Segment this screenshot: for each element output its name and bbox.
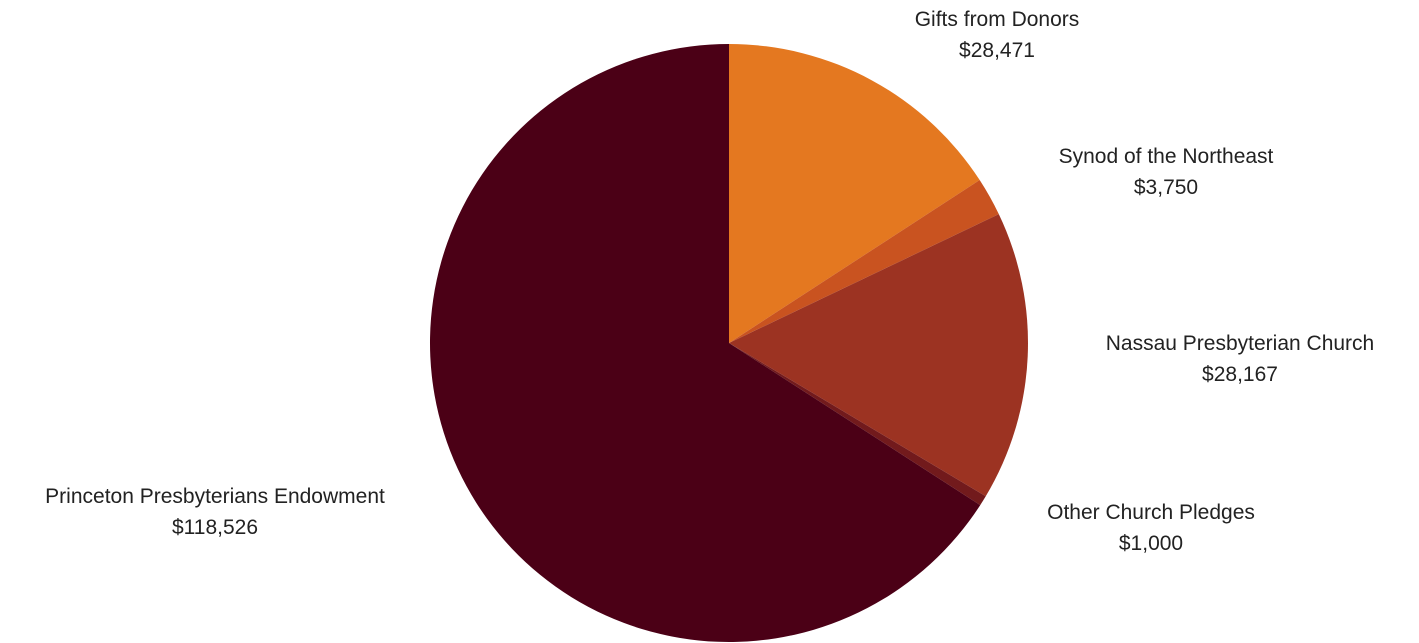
slice-name: Gifts from Donors [914, 8, 1080, 31]
slice-name: Other Church Pledges [1047, 501, 1255, 524]
label-nassau-presbyterian-church: Nassau Presbyterian Church $28,167 [1106, 328, 1374, 390]
slice-name: Nassau Presbyterian Church [1105, 332, 1375, 355]
pie-slice-other-church-pledges [729, 343, 986, 506]
slice-value: $1,000 [1118, 532, 1184, 555]
slice-value: $28,471 [959, 39, 1035, 62]
slice-name: Synod of the Northeast [1058, 145, 1274, 168]
label-gifts-from-donors: Gifts from Donors $28,471 [915, 4, 1080, 66]
label-synod-of-the-northeast: Synod of the Northeast $3,750 [1059, 141, 1274, 203]
slice-value: $28,167 [1202, 363, 1278, 386]
pie-slice-nassau-presbyterian-church [729, 214, 1028, 497]
pie-slice-princeton-presbyterians-endowment [429, 44, 981, 642]
label-princeton-presbyterians-endowment: Princeton Presbyterians Endowment $118,5… [45, 481, 385, 543]
label-other-church-pledges: Other Church Pledges $1,000 [1047, 497, 1255, 559]
pie-slice-synod-of-the-northeast [729, 180, 999, 343]
slice-name: Princeton Presbyterians Endowment [45, 485, 385, 508]
slice-value: $118,526 [171, 516, 259, 539]
pie-slice-gifts-from-donors [729, 44, 980, 343]
slice-value: $3,750 [1133, 176, 1199, 199]
